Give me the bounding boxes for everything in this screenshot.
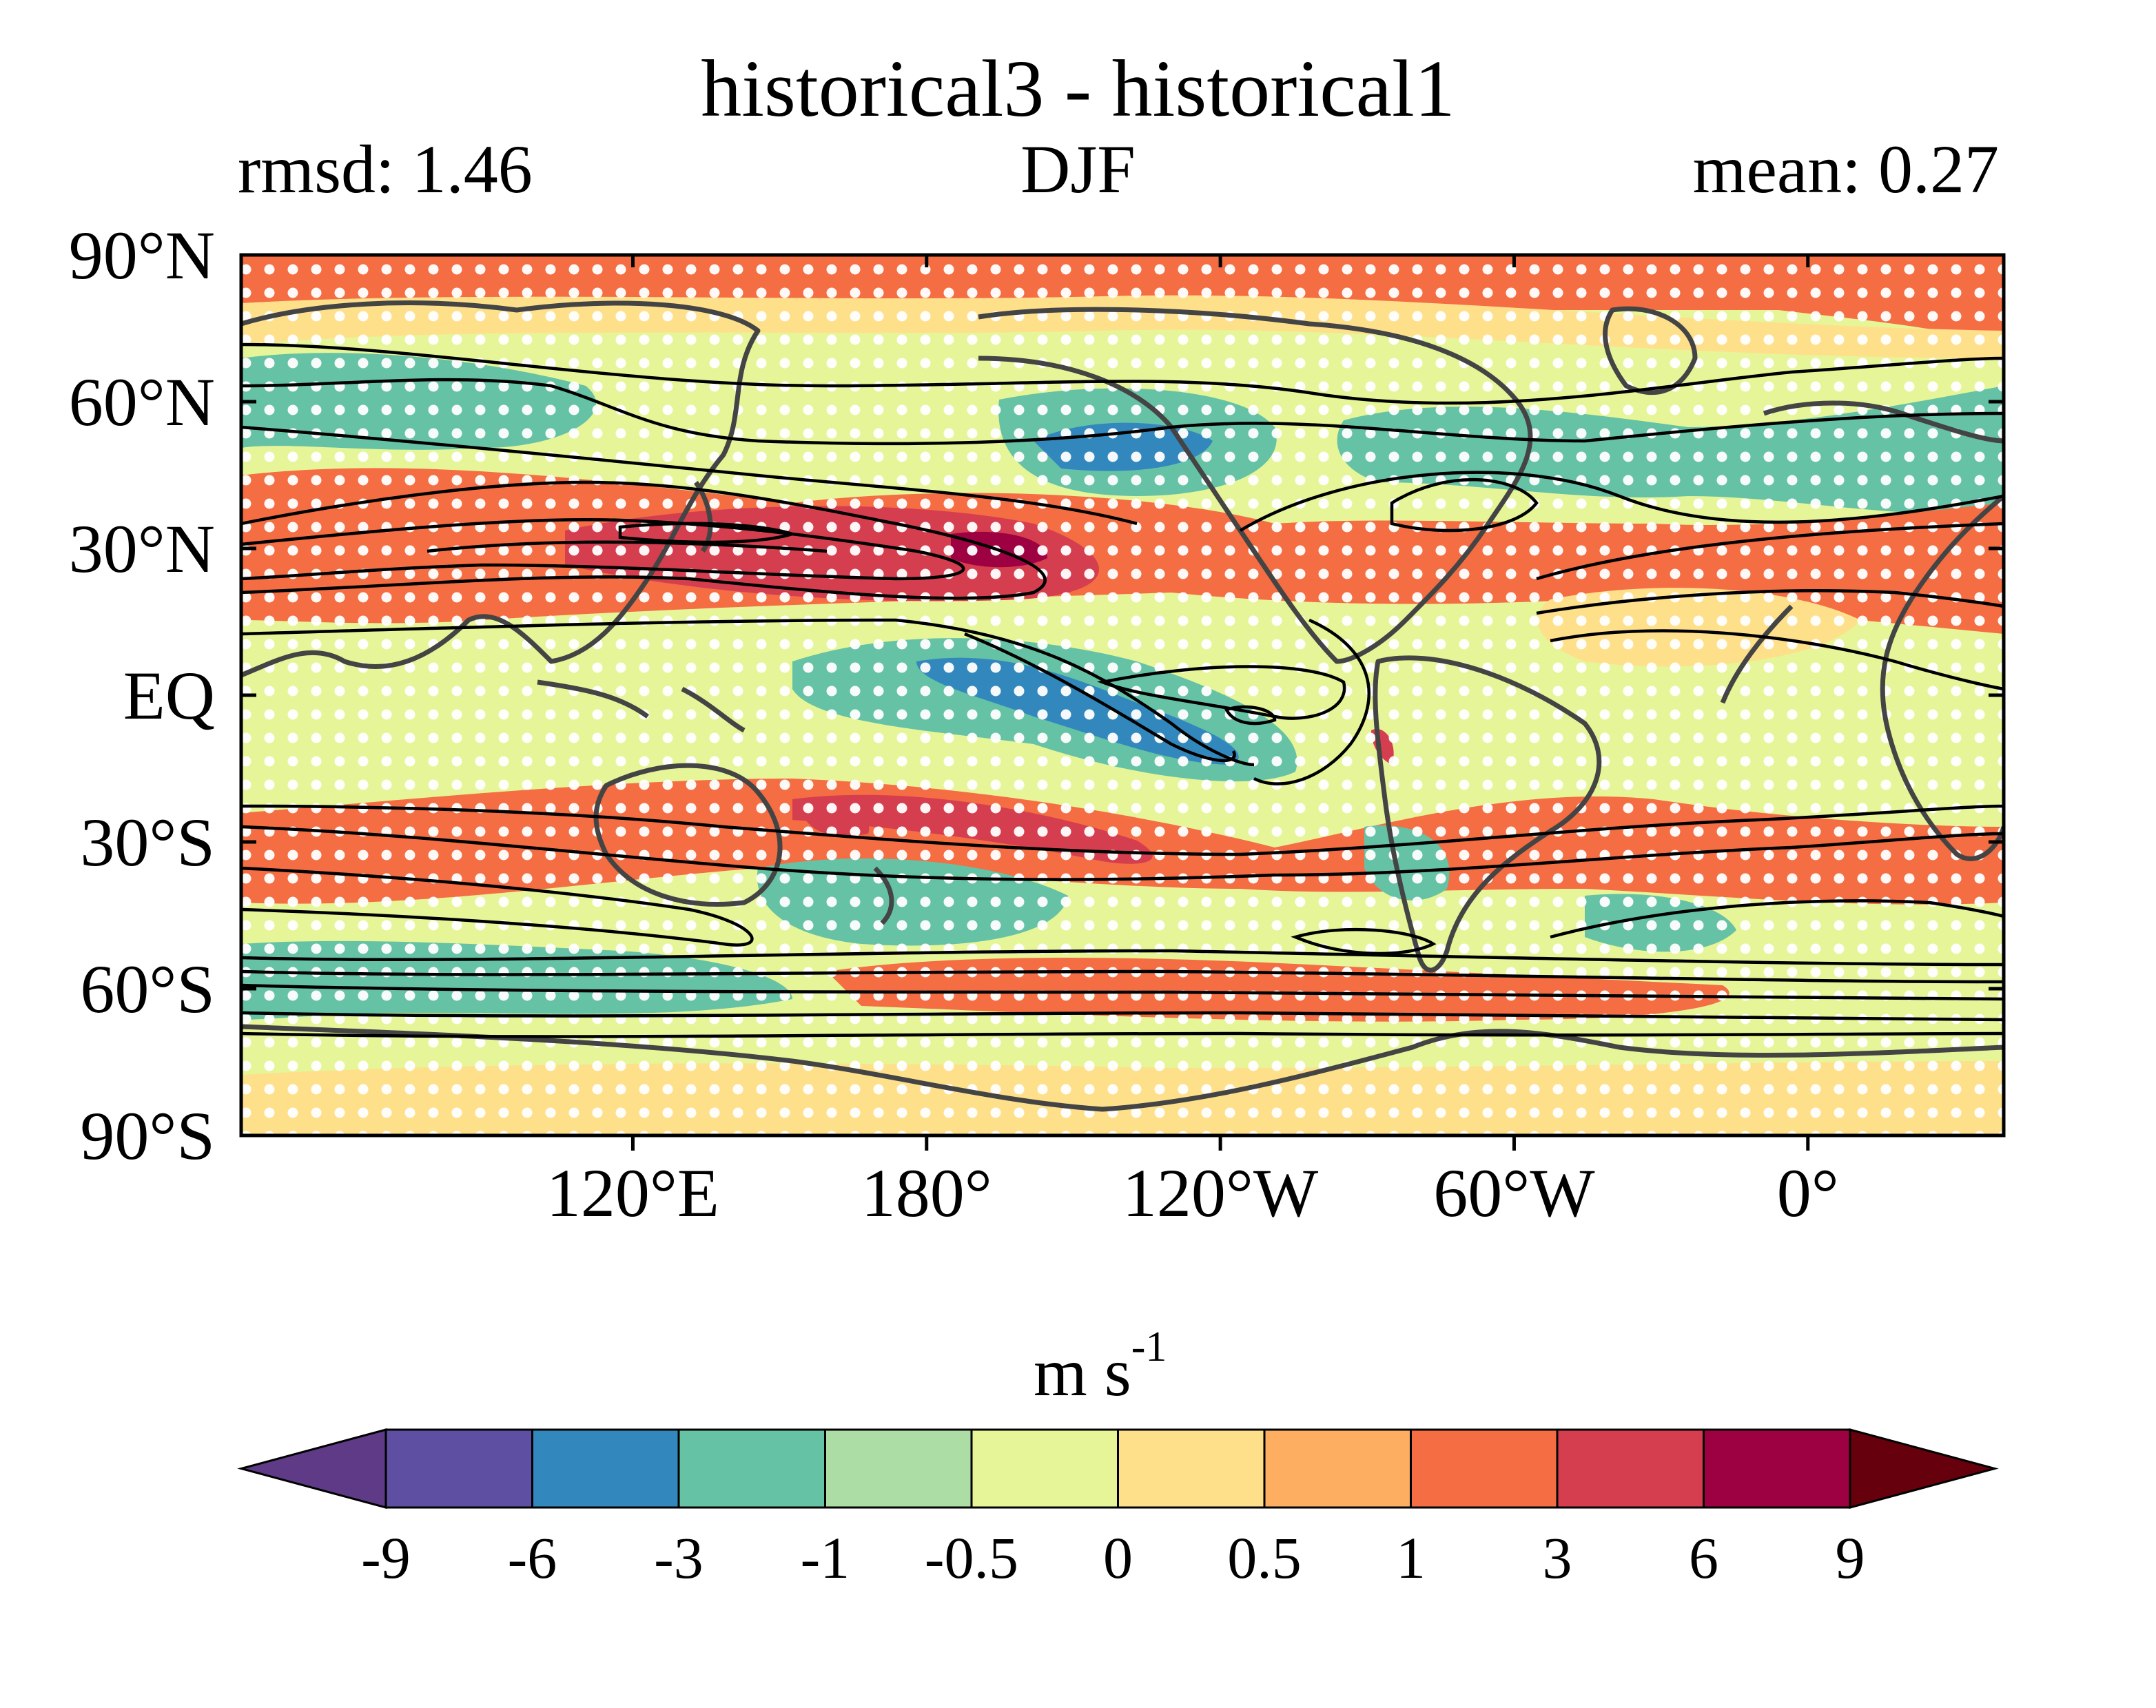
colorbar-tick-6: 0.5	[1227, 1525, 1302, 1591]
x-tick-label-0: 120°E	[546, 1155, 719, 1231]
colorbar-extend-low	[237, 1428, 387, 1509]
x-tick-label-3: 60°W	[1433, 1155, 1595, 1231]
coast-africa-europe	[1763, 400, 2004, 861]
contour-trop-4	[1224, 705, 1277, 726]
contour-nh-jet-b	[241, 517, 965, 581]
colorbar-tick-3: -1	[801, 1525, 850, 1591]
colorbar-bin-3	[824, 1428, 973, 1509]
contour-nh-jet-a	[241, 480, 1047, 600]
colorbar-bin-1	[531, 1428, 680, 1509]
colorbar-tick-2: -3	[654, 1525, 704, 1591]
y-tick-label-6: 90°S	[80, 1098, 215, 1174]
colorbar-tick-9: 6	[1689, 1525, 1718, 1591]
colorbar-unit-base: m s	[1034, 1334, 1131, 1410]
significance-stippling	[241, 255, 2004, 1135]
season-label: DJF	[1020, 131, 1136, 207]
colorbar: -9 -6 -3 -1 -0.5 0 0.5 1 3 6 9	[237, 1428, 1999, 1591]
colorbar-tick-10: 9	[1836, 1525, 1865, 1591]
contour-sh-9	[241, 1011, 2004, 1022]
y-tick-label-4: 30°S	[80, 804, 215, 881]
y-tick-label-3: EQ	[123, 657, 215, 734]
colorbar-tick-1: -6	[508, 1525, 557, 1591]
contour-sh-4	[1291, 927, 1437, 956]
colorbar-bin-9	[1703, 1428, 1851, 1509]
contour-sh-1	[241, 804, 2004, 856]
contour-sh-2	[241, 825, 2004, 881]
contour-sh-5	[1550, 899, 2004, 939]
y-tick-label-2: 30°N	[69, 511, 215, 587]
colorbar-tick-7: 1	[1396, 1525, 1426, 1591]
colorbar-bin-5	[1117, 1428, 1266, 1509]
contour-nh-3	[241, 425, 1138, 526]
colorbar-tick-5: 0	[1103, 1525, 1133, 1591]
x-tick-label-4: 0°	[1777, 1155, 1839, 1231]
contour-trop-3	[1097, 665, 1346, 720]
colorbar-bin-7	[1410, 1428, 1559, 1509]
contour-trop-5	[1253, 618, 1371, 785]
coast-north-america	[978, 307, 1533, 664]
y-tick-label-5: 60°S	[80, 951, 215, 1027]
contour-nh-atl-e	[1550, 629, 2004, 691]
colorbar-unit-exponent: -1	[1131, 1324, 1167, 1370]
colorbar-bin-4	[970, 1428, 1119, 1509]
colorbar-bin-8	[1556, 1428, 1705, 1509]
contour-nh-1	[241, 342, 2004, 405]
x-tick-label-2: 120°W	[1122, 1155, 1319, 1231]
y-tick-label-0: 90°N	[69, 217, 215, 294]
colorbar-bin-6	[1263, 1428, 1412, 1509]
coast-west-africa	[1720, 604, 1794, 704]
contour-nh-jet-c	[618, 522, 798, 544]
contour-sh-7	[241, 969, 2004, 984]
coastlines	[241, 300, 2004, 1112]
coast-australia	[593, 763, 783, 907]
coast-south-america	[1373, 655, 1602, 973]
contour-sh-10	[241, 1031, 2004, 1038]
contour-trop-1	[241, 618, 1255, 767]
rmsd-label: rmsd: 1.46	[238, 131, 533, 207]
contour-nh-2	[241, 378, 2004, 446]
coast-eurasia	[241, 300, 761, 678]
colorbar-unit: m s-1	[1034, 1324, 1167, 1410]
y-tick-label-1: 60°N	[69, 364, 215, 440]
colorbar-tick-8: 3	[1543, 1525, 1572, 1591]
coast-antarctica	[241, 1024, 2004, 1112]
contour-sh-6	[241, 949, 2004, 967]
contour-nh-atl-d	[1536, 589, 2004, 615]
colorbar-tick-4: -0.5	[925, 1525, 1018, 1591]
mean-label: mean: 0.27	[1692, 131, 1999, 207]
contour-nh-jet-d	[427, 540, 828, 553]
contour-trop-2	[964, 632, 1236, 763]
colorbar-bin-2	[677, 1428, 826, 1509]
map-panel	[241, 255, 2004, 1135]
coast-maritime	[537, 679, 746, 733]
x-axis: 120°E 180° 120°W 60°W 0°	[546, 255, 1839, 1231]
colorbar-extend-high	[1849, 1428, 1999, 1509]
contour-nh-atl-c	[1536, 522, 2004, 581]
climatology-contours	[241, 342, 2004, 1038]
y-axis: 90°N 60°N 30°N EQ 30°S 60°S 90°S	[69, 217, 2004, 1174]
plot-title: historical3 - historical1	[701, 43, 1455, 134]
contour-nh-atl-a	[1390, 478, 1539, 533]
contour-nh-atl-b	[1239, 471, 2004, 532]
contour-sh-8	[241, 983, 2004, 1001]
x-tick-label-1: 180°	[861, 1155, 992, 1231]
colorbar-bin-0	[384, 1428, 533, 1509]
contour-sh-3	[241, 866, 754, 947]
colorbar-tick-0: -9	[361, 1525, 411, 1591]
